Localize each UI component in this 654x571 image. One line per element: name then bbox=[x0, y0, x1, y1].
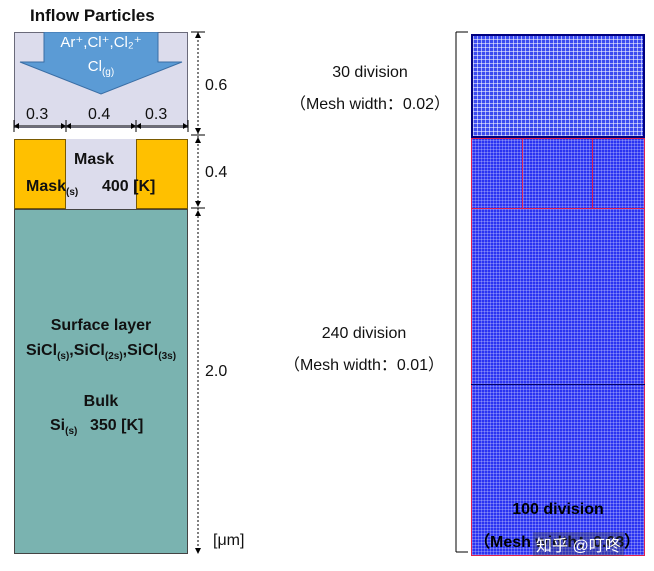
width-label-right: 0.3 bbox=[145, 106, 168, 123]
arrow-gas-label: Cl(g) bbox=[87, 58, 115, 78]
surface-layer-label: Surface layer bbox=[50, 317, 152, 334]
division-30-note: （Mesh width：0.02） bbox=[289, 96, 451, 113]
surface-species-label: SiCl(s),SiCl(2s),SiCl(3s) bbox=[25, 342, 177, 363]
mask-species-label: Mask(s) bbox=[26, 178, 79, 199]
mesh-mask-left-edge bbox=[522, 139, 523, 208]
watermark: 知乎 @叮咚 bbox=[533, 532, 624, 556]
division-240-note: （Mesh width：0.01） bbox=[283, 357, 445, 374]
arrow-ion-label: Ar⁺,Cl⁺,Cl₂⁺ bbox=[60, 34, 142, 51]
bulk-temperature: 350 [K] bbox=[90, 417, 144, 434]
mesh-fine-region bbox=[471, 138, 645, 556]
width-dimension-lines bbox=[13, 120, 189, 132]
substrate-bulk bbox=[14, 209, 188, 554]
mask-temperature: 400 [K] bbox=[102, 178, 156, 195]
division-100-note: （Mesh width：0.03） bbox=[474, 534, 641, 551]
height-dimension-lines bbox=[191, 31, 205, 554]
mesh-mask-bottom-line bbox=[471, 208, 645, 209]
mask-label: Mask bbox=[74, 151, 115, 168]
height-label-inflow: 0.6 bbox=[205, 77, 228, 94]
mask-block-left bbox=[14, 139, 66, 209]
bulk-label: Bulk bbox=[83, 393, 119, 410]
bulk-species-label: Si(s) bbox=[50, 417, 78, 438]
inflow-particles-title: Inflow Particles bbox=[30, 6, 155, 25]
height-label-mask: 0.4 bbox=[205, 164, 228, 181]
division-240-title: 240 division bbox=[321, 325, 407, 342]
mesh-coarse-region bbox=[471, 34, 645, 138]
unit-label: [μm] bbox=[213, 532, 245, 549]
division-100-title: 100 division bbox=[512, 501, 604, 518]
width-label-left: 0.3 bbox=[26, 106, 49, 123]
mesh-fine-bottom-line bbox=[471, 384, 645, 385]
division-30-title: 30 division bbox=[332, 64, 408, 81]
width-label-center: 0.4 bbox=[88, 106, 111, 123]
inflow-arrow-icon bbox=[19, 32, 183, 95]
mask-block-right bbox=[136, 139, 188, 209]
height-label-bulk: 2.0 bbox=[205, 363, 228, 380]
mesh-mask-right-edge bbox=[592, 139, 593, 208]
mesh-bracket bbox=[455, 31, 468, 553]
